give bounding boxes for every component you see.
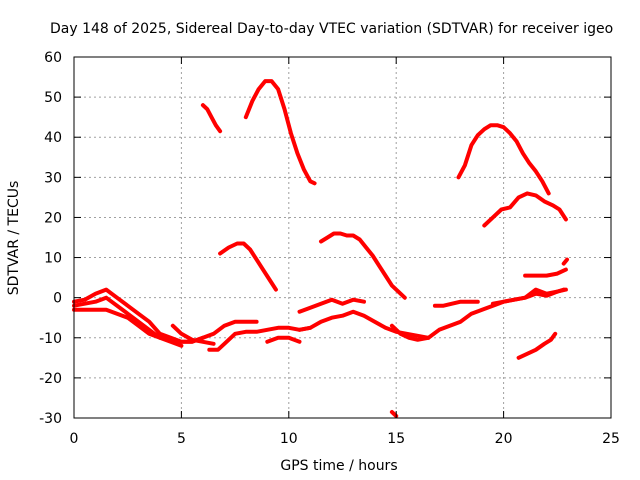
y-tick-label: 10 <box>44 251 62 267</box>
series-arc-8 <box>207 325 313 352</box>
y-axis-label: SDTVAR / TECUs <box>6 181 22 296</box>
series-arc-19 <box>523 267 568 278</box>
series-arc-4 <box>200 103 223 134</box>
chart-title: Day 148 of 2025, Sidereal Day-to-day VTE… <box>50 21 613 37</box>
plot-frame <box>73 56 612 419</box>
y-tick-label: 30 <box>44 170 62 186</box>
series-arc-10 <box>319 231 407 300</box>
x-tick-label: 10 <box>280 431 298 447</box>
data-series <box>72 79 569 418</box>
series-arc-5 <box>243 79 317 186</box>
y-tick-label: -10 <box>39 331 62 347</box>
y-tick-label: 40 <box>44 130 62 146</box>
y-tick-label: 0 <box>53 291 62 307</box>
series-arc-16 <box>490 287 568 306</box>
series-arc-18 <box>482 191 568 228</box>
y-tick-label: -20 <box>39 371 62 387</box>
series-arc-20 <box>561 257 569 266</box>
y-tick-label: 50 <box>44 90 62 106</box>
series-arc-12 <box>297 309 431 340</box>
series-arc-3 <box>72 307 184 348</box>
y-tick-label: 20 <box>44 210 62 226</box>
x-tick-label: 25 <box>602 431 620 447</box>
series-arc-17 <box>456 123 551 196</box>
x-tick-label: 15 <box>387 431 405 447</box>
y-tick-label: -30 <box>39 411 62 427</box>
series-arc-21 <box>516 331 558 360</box>
series-arc-7 <box>170 323 216 346</box>
x-tick-label: 0 <box>70 431 79 447</box>
x-tick-label: 5 <box>177 431 186 447</box>
series-arc-9 <box>265 335 302 344</box>
grid-lines <box>74 57 611 418</box>
x-axis-label: GPS time / hours <box>280 458 397 474</box>
series-arc-14 <box>389 287 566 342</box>
series-arc-11 <box>297 297 366 314</box>
axis-ticks: 0 5 10 15 20 25 -30 -20 -10 0 10 20 30 40 50 60 <box>39 50 620 447</box>
x-tick-label: 20 <box>495 431 513 447</box>
series-arc-13 <box>389 410 399 418</box>
series-arc-6 <box>218 241 278 292</box>
y-tick-label: 60 <box>44 50 62 66</box>
series-arc-15 <box>432 299 480 308</box>
